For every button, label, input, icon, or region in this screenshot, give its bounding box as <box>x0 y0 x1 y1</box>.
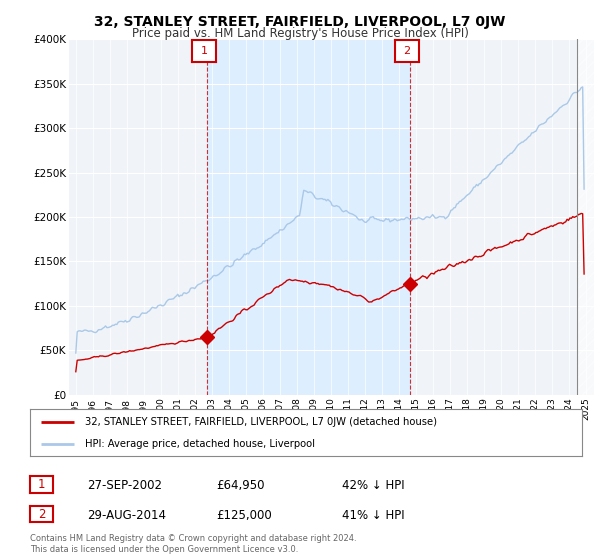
Text: HPI: Average price, detached house, Liverpool: HPI: Average price, detached house, Live… <box>85 438 315 449</box>
Text: 32, STANLEY STREET, FAIRFIELD, LIVERPOOL, L7 0JW (detached house): 32, STANLEY STREET, FAIRFIELD, LIVERPOOL… <box>85 417 437 427</box>
Text: £64,950: £64,950 <box>216 479 265 492</box>
Text: 2: 2 <box>38 507 45 521</box>
Text: Contains HM Land Registry data © Crown copyright and database right 2024.
This d: Contains HM Land Registry data © Crown c… <box>30 534 356 554</box>
Text: 27-SEP-2002: 27-SEP-2002 <box>87 479 162 492</box>
Text: 2: 2 <box>403 46 410 56</box>
Text: 1: 1 <box>201 46 208 56</box>
Text: 41% ↓ HPI: 41% ↓ HPI <box>342 508 404 522</box>
Text: 42% ↓ HPI: 42% ↓ HPI <box>342 479 404 492</box>
Text: 29-AUG-2014: 29-AUG-2014 <box>87 508 166 522</box>
Text: Price paid vs. HM Land Registry's House Price Index (HPI): Price paid vs. HM Land Registry's House … <box>131 27 469 40</box>
Text: 1: 1 <box>38 478 45 491</box>
Text: £125,000: £125,000 <box>216 508 272 522</box>
Bar <box>208 39 410 395</box>
Bar <box>577 39 594 395</box>
Text: 32, STANLEY STREET, FAIRFIELD, LIVERPOOL, L7 0JW: 32, STANLEY STREET, FAIRFIELD, LIVERPOOL… <box>94 15 506 29</box>
Bar <box>577 39 594 395</box>
